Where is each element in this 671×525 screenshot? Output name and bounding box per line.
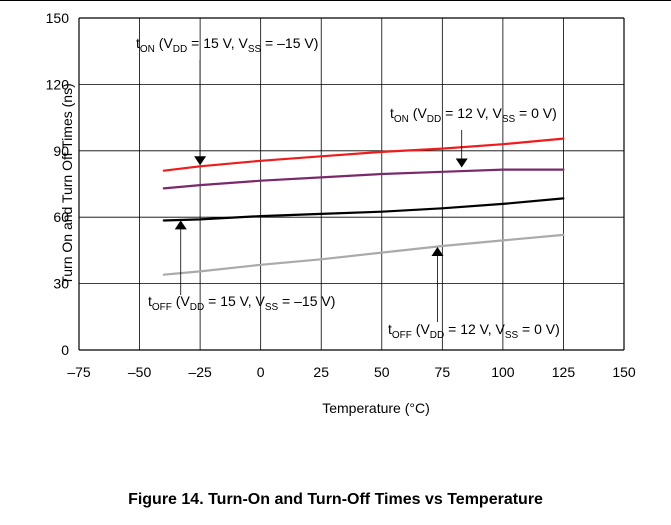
series-line-toff_15 xyxy=(162,197,565,222)
x-tick-label: 25 xyxy=(313,364,329,380)
figure-caption: Figure 14. Turn-On and Turn-Off Times vs… xyxy=(128,491,543,508)
annotation-label-toff_15_label: tOFF (VDD = 15 V, VSS = –15 V) xyxy=(148,293,335,313)
annotation-arrow-ton_15_label xyxy=(194,60,207,166)
x-axis-label: Temperature (°C) xyxy=(322,400,430,416)
series-lines xyxy=(162,137,565,276)
y-tick-label: 120 xyxy=(46,76,70,92)
gridlines xyxy=(78,17,625,351)
x-tick-label: 150 xyxy=(612,364,636,380)
x-tick-label: 50 xyxy=(374,364,390,380)
y-tick-labels: 0 30 60 90 120 150 xyxy=(46,10,70,358)
x-tick-labels: –75 –50 –25 0 25 50 75 100 125 150 xyxy=(67,364,636,380)
x-tick-label: 100 xyxy=(491,364,515,380)
annotation-arrows xyxy=(174,60,468,322)
x-tick-label: –75 xyxy=(67,364,91,380)
annotation-label-ton_15_label: tON (VDD = 15 V, VSS = –15 V) xyxy=(136,35,318,55)
chart: –75 –50 –25 0 25 50 75 100 125 150 0306090120150 … xyxy=(46,10,636,416)
y-axis-label: Turn On and Turn Off Times (ns) xyxy=(59,83,75,285)
y-tick-label: 150 xyxy=(46,10,70,26)
x-tick-label: –25 xyxy=(188,364,212,380)
y-tick-label: 0 xyxy=(61,342,69,358)
plot-background xyxy=(79,18,624,350)
annotation-labels: tON (VDD = 15 V, VSS = –15 V) tON (VDD = … xyxy=(136,35,560,341)
y-tick-label: 60 xyxy=(53,209,69,225)
x-tick-label: 125 xyxy=(552,364,576,380)
top-rule xyxy=(0,0,671,1)
annotation-label-ton_12_label: tON (VDD = 12 V, VSS = 0 V) xyxy=(390,105,557,125)
series-line-toff_12 xyxy=(162,233,565,276)
y-tick-label: 90 xyxy=(53,143,69,159)
annotation-arrow-toff_12_label xyxy=(431,246,444,322)
series-line-ton_15 xyxy=(162,137,565,172)
y-tick-label: 30 xyxy=(53,276,69,292)
annotation-arrow-toff_15_label xyxy=(174,220,187,295)
x-tick-label: 0 xyxy=(257,364,265,380)
series-line-ton_12 xyxy=(162,168,565,190)
annotation-label-toff_12_label: tOFF (VDD = 12 V, VSS = 0 V) xyxy=(388,321,560,341)
x-tick-label: –50 xyxy=(128,364,152,380)
annotation-arrow-ton_12_label xyxy=(455,130,468,168)
x-tick-label: 75 xyxy=(435,364,451,380)
